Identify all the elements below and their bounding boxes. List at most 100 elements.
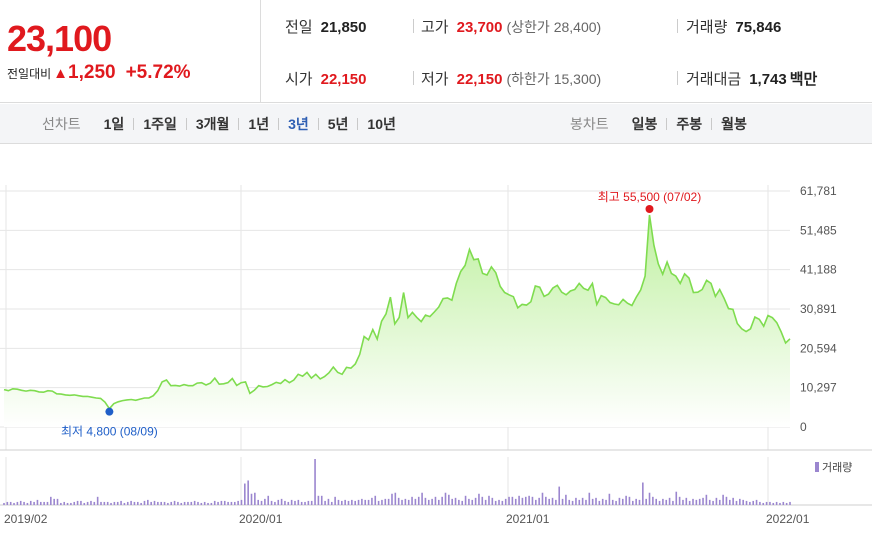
volume-bar bbox=[43, 501, 45, 505]
high-point bbox=[645, 205, 654, 213]
volume-bar bbox=[588, 492, 591, 505]
volume-bar bbox=[779, 502, 781, 505]
volume-bar bbox=[451, 498, 453, 505]
volume-bar bbox=[347, 500, 350, 505]
volume-bar bbox=[518, 495, 520, 505]
volume-bar bbox=[304, 501, 306, 505]
volume-bar bbox=[498, 499, 500, 505]
volume-bar bbox=[464, 495, 467, 505]
volume-bar bbox=[645, 498, 647, 505]
period-3m[interactable]: 3개월 bbox=[195, 116, 230, 132]
volume-bar bbox=[133, 501, 136, 505]
period-5y[interactable]: 5년 bbox=[327, 116, 349, 132]
period-10y[interactable]: 10년 bbox=[367, 116, 396, 132]
stat-label: 고가 bbox=[421, 19, 449, 36]
candle-monthly[interactable]: 월봉 bbox=[721, 116, 747, 132]
x-tick-label: 2021/01 bbox=[506, 512, 550, 526]
change-amount: 1,250 bbox=[68, 62, 116, 83]
divider bbox=[413, 19, 414, 33]
volume-bar bbox=[254, 492, 256, 505]
current-price: 23,100 bbox=[7, 18, 112, 59]
stat-label: 시가 bbox=[285, 71, 313, 88]
volume-bar bbox=[180, 502, 183, 505]
divider bbox=[711, 118, 713, 130]
stat-label: 거래량 bbox=[686, 19, 728, 36]
price-box: 23,100 전일대비 ▲ 1,250 +5.72% bbox=[0, 0, 261, 103]
volume-bar bbox=[190, 501, 193, 505]
divider bbox=[317, 118, 319, 130]
volume-bar bbox=[264, 498, 266, 505]
stat-value: 21,850 bbox=[320, 19, 367, 36]
volume-bar bbox=[170, 501, 173, 505]
volume-bar bbox=[200, 502, 203, 505]
volume-bar bbox=[555, 499, 557, 505]
volume-bar bbox=[545, 496, 547, 505]
candle-weekly[interactable]: 주봉 bbox=[676, 116, 703, 132]
volume-bar bbox=[775, 501, 778, 505]
volume-bar bbox=[130, 500, 132, 505]
volume-bar bbox=[367, 499, 370, 505]
chart-toolbar: 선차트 1일 1주일 3개월 1년 3년 5년 10년 봉차트 일봉 주봉 월봉 bbox=[0, 104, 872, 144]
volume-bar bbox=[223, 500, 226, 505]
line-chart-periods: 선차트 1일 1주일 3개월 1년 3년 5년 10년 bbox=[42, 104, 405, 144]
volume-bar bbox=[36, 499, 39, 505]
candle-daily[interactable]: 일봉 bbox=[631, 116, 658, 132]
volume-bar bbox=[50, 496, 52, 505]
volume-bar bbox=[337, 499, 340, 505]
volume-bar bbox=[387, 498, 390, 505]
volume-bar bbox=[290, 499, 293, 505]
volume-bar bbox=[672, 500, 674, 505]
volume-bar bbox=[237, 500, 239, 505]
volume-bar bbox=[173, 500, 176, 505]
volume-bar bbox=[504, 498, 507, 505]
stat-label: 전일 bbox=[285, 19, 313, 36]
line-chart-label: 선차트 bbox=[42, 116, 81, 132]
volume-bar bbox=[789, 501, 791, 505]
volume-bar bbox=[46, 501, 49, 505]
volume-bar bbox=[695, 499, 698, 505]
volume-bar bbox=[561, 498, 564, 505]
volume-bar bbox=[478, 493, 480, 505]
volume-bar bbox=[233, 501, 236, 505]
volume-bar bbox=[167, 502, 169, 505]
period-3y[interactable]: 3년 bbox=[288, 116, 309, 132]
volume-bar bbox=[280, 498, 283, 505]
period-1w[interactable]: 1주일 bbox=[143, 116, 177, 132]
volume-bar bbox=[187, 501, 189, 505]
volume-bar bbox=[93, 501, 96, 505]
volume-bar bbox=[725, 496, 728, 505]
period-1y[interactable]: 1년 bbox=[248, 116, 270, 132]
stat-value: 23,700 bbox=[456, 19, 503, 36]
volume-bar bbox=[628, 496, 631, 505]
volume-bar bbox=[454, 497, 457, 505]
period-1d[interactable]: 1일 bbox=[103, 116, 125, 132]
volume-bar bbox=[123, 502, 126, 505]
lower-limit: (하한가 15,300) bbox=[506, 71, 602, 87]
volume-bar bbox=[735, 500, 738, 505]
price-line bbox=[3, 214, 791, 411]
change-row: 전일대비 ▲ 1,250 +5.72% bbox=[7, 62, 191, 84]
volume-bar bbox=[210, 502, 213, 505]
stat-unit: 백만 bbox=[789, 71, 818, 88]
low-annotation: 최저 4,800 (08/09) bbox=[61, 425, 158, 439]
x-tick-label: 2020/01 bbox=[239, 512, 283, 526]
stat-value: 75,846 bbox=[735, 19, 782, 36]
volume-bar bbox=[351, 499, 353, 505]
stat-label: 거래대금 bbox=[686, 71, 742, 88]
volume-bar bbox=[682, 499, 684, 505]
volume-bar bbox=[324, 500, 326, 505]
volume-bar bbox=[491, 497, 494, 505]
volume-bar bbox=[615, 500, 617, 505]
volume-bar bbox=[448, 494, 450, 505]
y-tick-label: 20,594 bbox=[800, 341, 837, 355]
x-tick-label: 2022/01 bbox=[766, 512, 810, 526]
stat-open: 시가 22,150 bbox=[285, 68, 367, 89]
volume-bar bbox=[458, 499, 460, 505]
volume-bar bbox=[157, 501, 159, 505]
volume-bar bbox=[213, 500, 216, 505]
volume-bar bbox=[371, 497, 373, 505]
volume-bar bbox=[765, 501, 768, 505]
volume-bar bbox=[63, 501, 66, 505]
volume-bar bbox=[284, 500, 286, 505]
volume-bar bbox=[150, 501, 152, 505]
